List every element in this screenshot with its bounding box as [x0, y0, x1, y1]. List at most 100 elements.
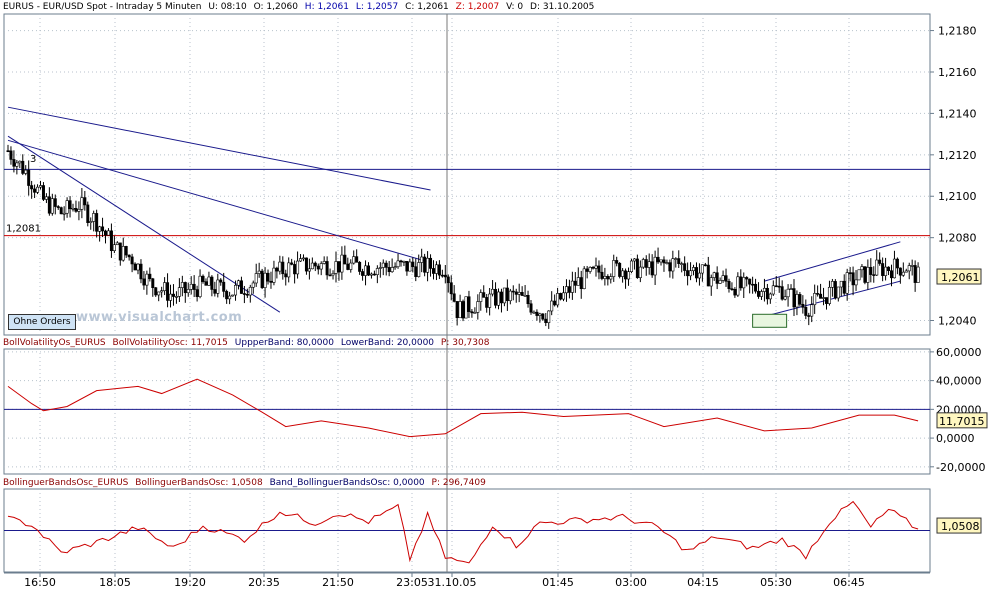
candle-body	[21, 160, 25, 174]
volume-value: V: 0	[506, 2, 524, 12]
candle-body	[316, 265, 320, 270]
candle-body	[497, 291, 501, 306]
candle-body	[358, 262, 362, 272]
time-tick-label: 05:30	[760, 576, 792, 589]
candle-body	[901, 271, 905, 276]
candle-body	[827, 286, 831, 304]
candle-body	[189, 283, 193, 290]
time-tick-label: 20:35	[248, 576, 280, 589]
candle-body	[402, 261, 406, 263]
time-tick-label: 23:05	[396, 576, 428, 589]
pattern-box	[752, 313, 788, 328]
candle-body	[12, 159, 16, 167]
candle-body	[851, 272, 855, 286]
candle-body	[564, 286, 568, 294]
candle-body	[476, 301, 480, 313]
candle-body	[437, 264, 441, 276]
candle-body	[612, 260, 616, 277]
candle-body	[910, 265, 914, 267]
candle-body	[895, 258, 899, 269]
candle-body	[780, 286, 784, 300]
candle-body	[804, 306, 808, 316]
last-price-label: 1,2061	[941, 271, 980, 284]
candle-body	[547, 310, 551, 323]
candle-body	[807, 315, 811, 317]
candle-body	[304, 257, 308, 272]
candle-body	[411, 261, 415, 268]
candle-body	[124, 246, 128, 256]
price-tick-label: 1,2100	[938, 190, 977, 203]
candle-body	[833, 281, 837, 299]
candle-body	[192, 283, 196, 290]
candle-body	[677, 258, 681, 264]
candle-body	[222, 281, 226, 292]
candle-body	[331, 273, 335, 276]
candle-body	[473, 312, 477, 314]
candle-body	[576, 277, 580, 286]
candle-body	[632, 258, 636, 262]
candle-body	[700, 264, 704, 274]
bollinger-value: BollinguerBandsOsc: 1,0508	[135, 478, 263, 488]
candle-body	[526, 294, 530, 305]
candle-body	[562, 292, 566, 300]
candle-body	[163, 282, 167, 291]
candle-body	[266, 272, 270, 282]
candle-body	[520, 292, 524, 296]
time-tick-label: 16:50	[24, 576, 56, 589]
candle-body	[372, 273, 376, 276]
candle-body	[56, 206, 60, 208]
candle-body	[892, 258, 896, 279]
candle-body	[816, 293, 820, 295]
candle-body	[641, 259, 645, 268]
candle-body	[284, 273, 288, 278]
candle-body	[824, 297, 828, 304]
volatility-series-line	[7, 378, 919, 438]
candle-body	[387, 267, 391, 273]
candle-body	[736, 276, 740, 296]
bollinger-series-line	[7, 500, 919, 564]
high-value: H: 1,2061	[304, 2, 349, 12]
candle-body	[251, 282, 255, 288]
candle-body	[606, 276, 610, 280]
candle-body	[535, 311, 539, 316]
candle-body	[683, 263, 687, 271]
ohne-orders-button[interactable]: Ohne Orders	[8, 314, 76, 330]
candle-body	[757, 290, 761, 297]
candle-body	[680, 263, 684, 265]
candle-body	[210, 276, 214, 290]
volatility-header: BollVolatilityOs_EURUS BollVolatilityOsc…	[3, 337, 493, 349]
grid-lines	[4, 14, 930, 572]
candle-body	[819, 293, 823, 299]
candle-body	[343, 254, 347, 265]
candle-body	[24, 169, 28, 174]
candle-body	[71, 208, 75, 210]
candle-body	[898, 267, 902, 276]
candle-body	[275, 267, 279, 272]
candle-body	[653, 256, 657, 276]
candle-body	[171, 293, 175, 297]
candle-body	[47, 196, 51, 214]
candle-body	[355, 256, 359, 263]
price-tick-label: 1,2160	[938, 66, 977, 79]
candle-body	[774, 285, 778, 288]
candle-body	[887, 266, 891, 272]
candle-body	[39, 185, 43, 188]
candle-body	[556, 293, 560, 306]
candle-body	[884, 266, 888, 276]
candle-body	[544, 318, 548, 323]
candle-body	[228, 295, 232, 300]
candle-body	[101, 226, 105, 232]
candle-body	[278, 261, 282, 272]
candle-body	[145, 273, 149, 286]
candle-body	[485, 297, 489, 308]
candle-body	[234, 284, 238, 296]
low-value: L: 1,2057	[355, 2, 399, 12]
candle-body	[104, 230, 108, 236]
candle-body	[668, 262, 672, 272]
candle-body	[429, 257, 433, 269]
candle-body	[405, 261, 409, 272]
candle-body	[36, 186, 40, 193]
candle-body	[186, 289, 190, 294]
bollinger-p: P: 296,7409	[431, 478, 486, 488]
